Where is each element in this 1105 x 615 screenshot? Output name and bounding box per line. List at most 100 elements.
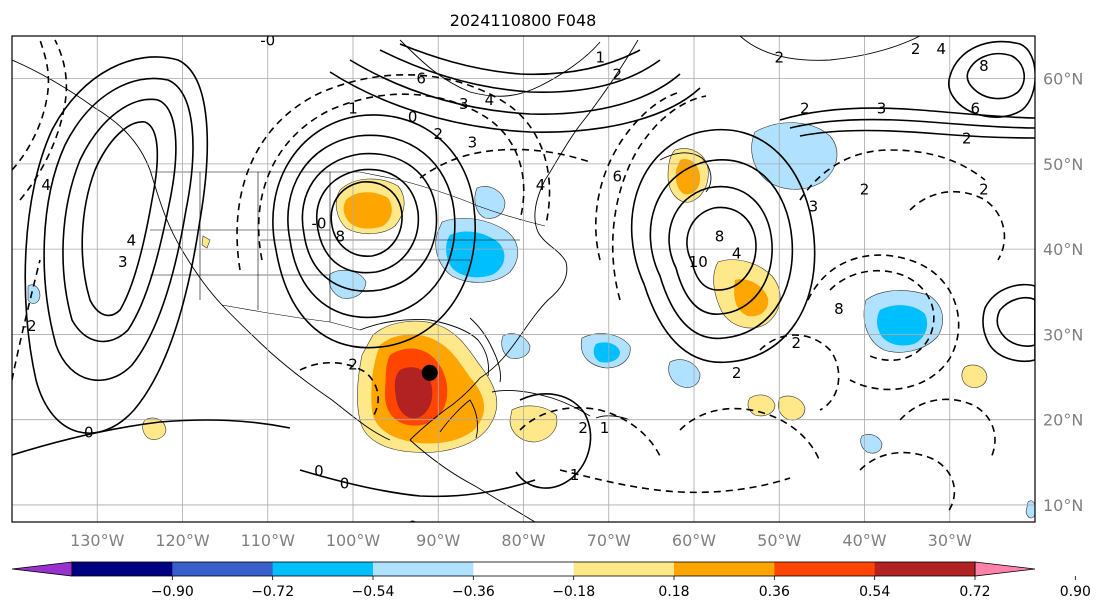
contour-value-label: 2 [578,419,588,437]
colorbar-tick-label: 0.90 [1060,584,1091,600]
contour-value-label: 2 [962,129,972,147]
gulf-of-mexico-coast [359,319,489,377]
dashed-contour-central-1 [257,93,525,261]
contour-value-label: 3 [468,134,478,152]
contour-value-label: 3 [877,99,887,117]
contour-value-label: -0 [311,215,326,233]
dashed-contour-west-2 [19,39,68,201]
political-borders [150,171,546,331]
contour-value-label: 6 [613,168,623,186]
lon-tick-label: 90°W [416,531,460,550]
contour-north-ridge-3 [349,59,681,115]
dashed-contour-atlantic-4 [759,334,840,411]
warm-anomaly-small-3 [961,364,988,388]
warm-anomaly-caribbean [509,405,558,443]
colorbar-bin-2 [172,562,274,576]
contour-value-label: 0 [84,423,94,441]
colorbar: −0.90 −0.72 −0.54 −0.36 −0.18 0.18 0.36 0.54 0.7… [11,561,1091,600]
contour-jet-east-2 [789,118,1035,129]
lon-tick-label: 100°W [326,531,381,550]
colorbar-tick-label: 0.36 [759,584,790,600]
colorbar-bin-7 [674,562,775,576]
colorbar-bin-4 [373,562,474,576]
contour-value-label: 0 [408,517,418,535]
contour-value-label: 8 [834,300,844,318]
map-frame [11,35,1036,523]
contour-ne-high-outer [948,40,1035,118]
cold-anomaly-ontario [474,186,506,219]
lat-tick-label: 30°N [1043,325,1083,344]
colorbar-extend-low [11,561,73,577]
gridlines [12,36,1035,522]
contour-north-ridge-4 [329,71,701,133]
lon-tick-label: 110°W [241,531,296,550]
contour-caribbean-low [515,393,592,489]
contour-value-label: 4 [536,176,546,194]
contour-value-label: -0 [260,31,275,49]
contour-value-label: 3 [118,253,128,271]
warm-anomaly-central-us-orange [343,192,392,229]
contour-atlantic-low-4 [630,128,816,364]
cold-anomaly-small-4 [860,434,883,454]
contour-value-label: 3 [459,95,469,113]
contour-value-label: 0 [408,108,418,126]
dashed-contour-central-3 [419,148,591,179]
dashed-contour-tropics-5 [859,451,956,513]
us-mexico-border [221,304,361,331]
contour-value-label: 4 [127,232,137,250]
newfoundland-coast [659,152,712,193]
contour-central-low-3 [301,152,438,292]
florida-peninsula [469,317,501,383]
warm-anomaly-gulf-mexico-dark [394,367,433,419]
contour-central-low-inner [330,181,403,257]
dashed-contour-tropics-1 [299,361,379,419]
contour-value-label: 10 [689,253,708,271]
contour-central-low-2 [316,168,420,274]
colorbar-tick-label: −0.54 [352,584,395,600]
contour-value-label: 2 [774,48,784,66]
dashed-contour-tropics-4 [899,398,996,461]
contour-value-label: 6 [416,70,426,88]
colorbar-tick-label: −0.36 [452,584,495,600]
contour-atlantic-low-3 [649,159,794,340]
warm-anomaly-small-5 [201,235,211,249]
contour-lines-dashed [12,39,1006,513]
colorbar-outline [71,561,976,577]
contour-value-label: 1 [348,99,358,117]
contour-west-trough-middle [62,98,177,343]
contour-tropical-2 [299,469,536,498]
colorbar-bin-8 [774,562,876,576]
contour-value-label: 2 [979,180,989,198]
greenland-coast [739,36,921,61]
hudson-bay-coast [399,39,601,97]
dashed-contour-trough-east-1 [595,91,681,261]
contour-value-label: 2 [613,65,623,83]
colorbar-tick-label: −0.18 [552,584,595,600]
dashed-contour-atlantic-2 [807,254,960,391]
contour-value-label: 2 [433,125,443,143]
dashed-contour-west-3 [12,259,41,381]
lon-tick-label: 70°W [587,531,631,550]
contour-value-label: 2 [792,334,802,352]
dashed-contour-tropics-3 [679,407,821,463]
lon-tick-label: 30°W [928,531,972,550]
dashed-contour-trough-east-3 [799,149,986,201]
lat-tick-label: 20°N [1043,411,1083,430]
contour-central-low-5 [272,114,476,349]
contour-value-label: 0 [314,462,324,480]
colorbar-tick-label: 0.54 [859,584,890,600]
contour-value-label: 4 [936,40,946,58]
contour-value-label: 1 [595,48,605,66]
us-state-lines [150,172,520,322]
contour-value-label: 8 [335,227,345,245]
contour-value-label: -2 [22,317,37,335]
lon-tick-label: 120°W [155,531,210,550]
cuba-outline [491,389,591,417]
dashed-contour-central-2 [236,73,551,271]
lon-tick-label: 40°W [842,531,886,550]
lon-tick-label: 130°W [70,531,125,550]
contour-west-trough-inner [81,121,159,317]
cold-anomaly-great-lakes-blue [446,231,505,278]
latitude-axis: 10°N 20°N 30°N 40°N 50°N 60°N [1043,70,1083,515]
